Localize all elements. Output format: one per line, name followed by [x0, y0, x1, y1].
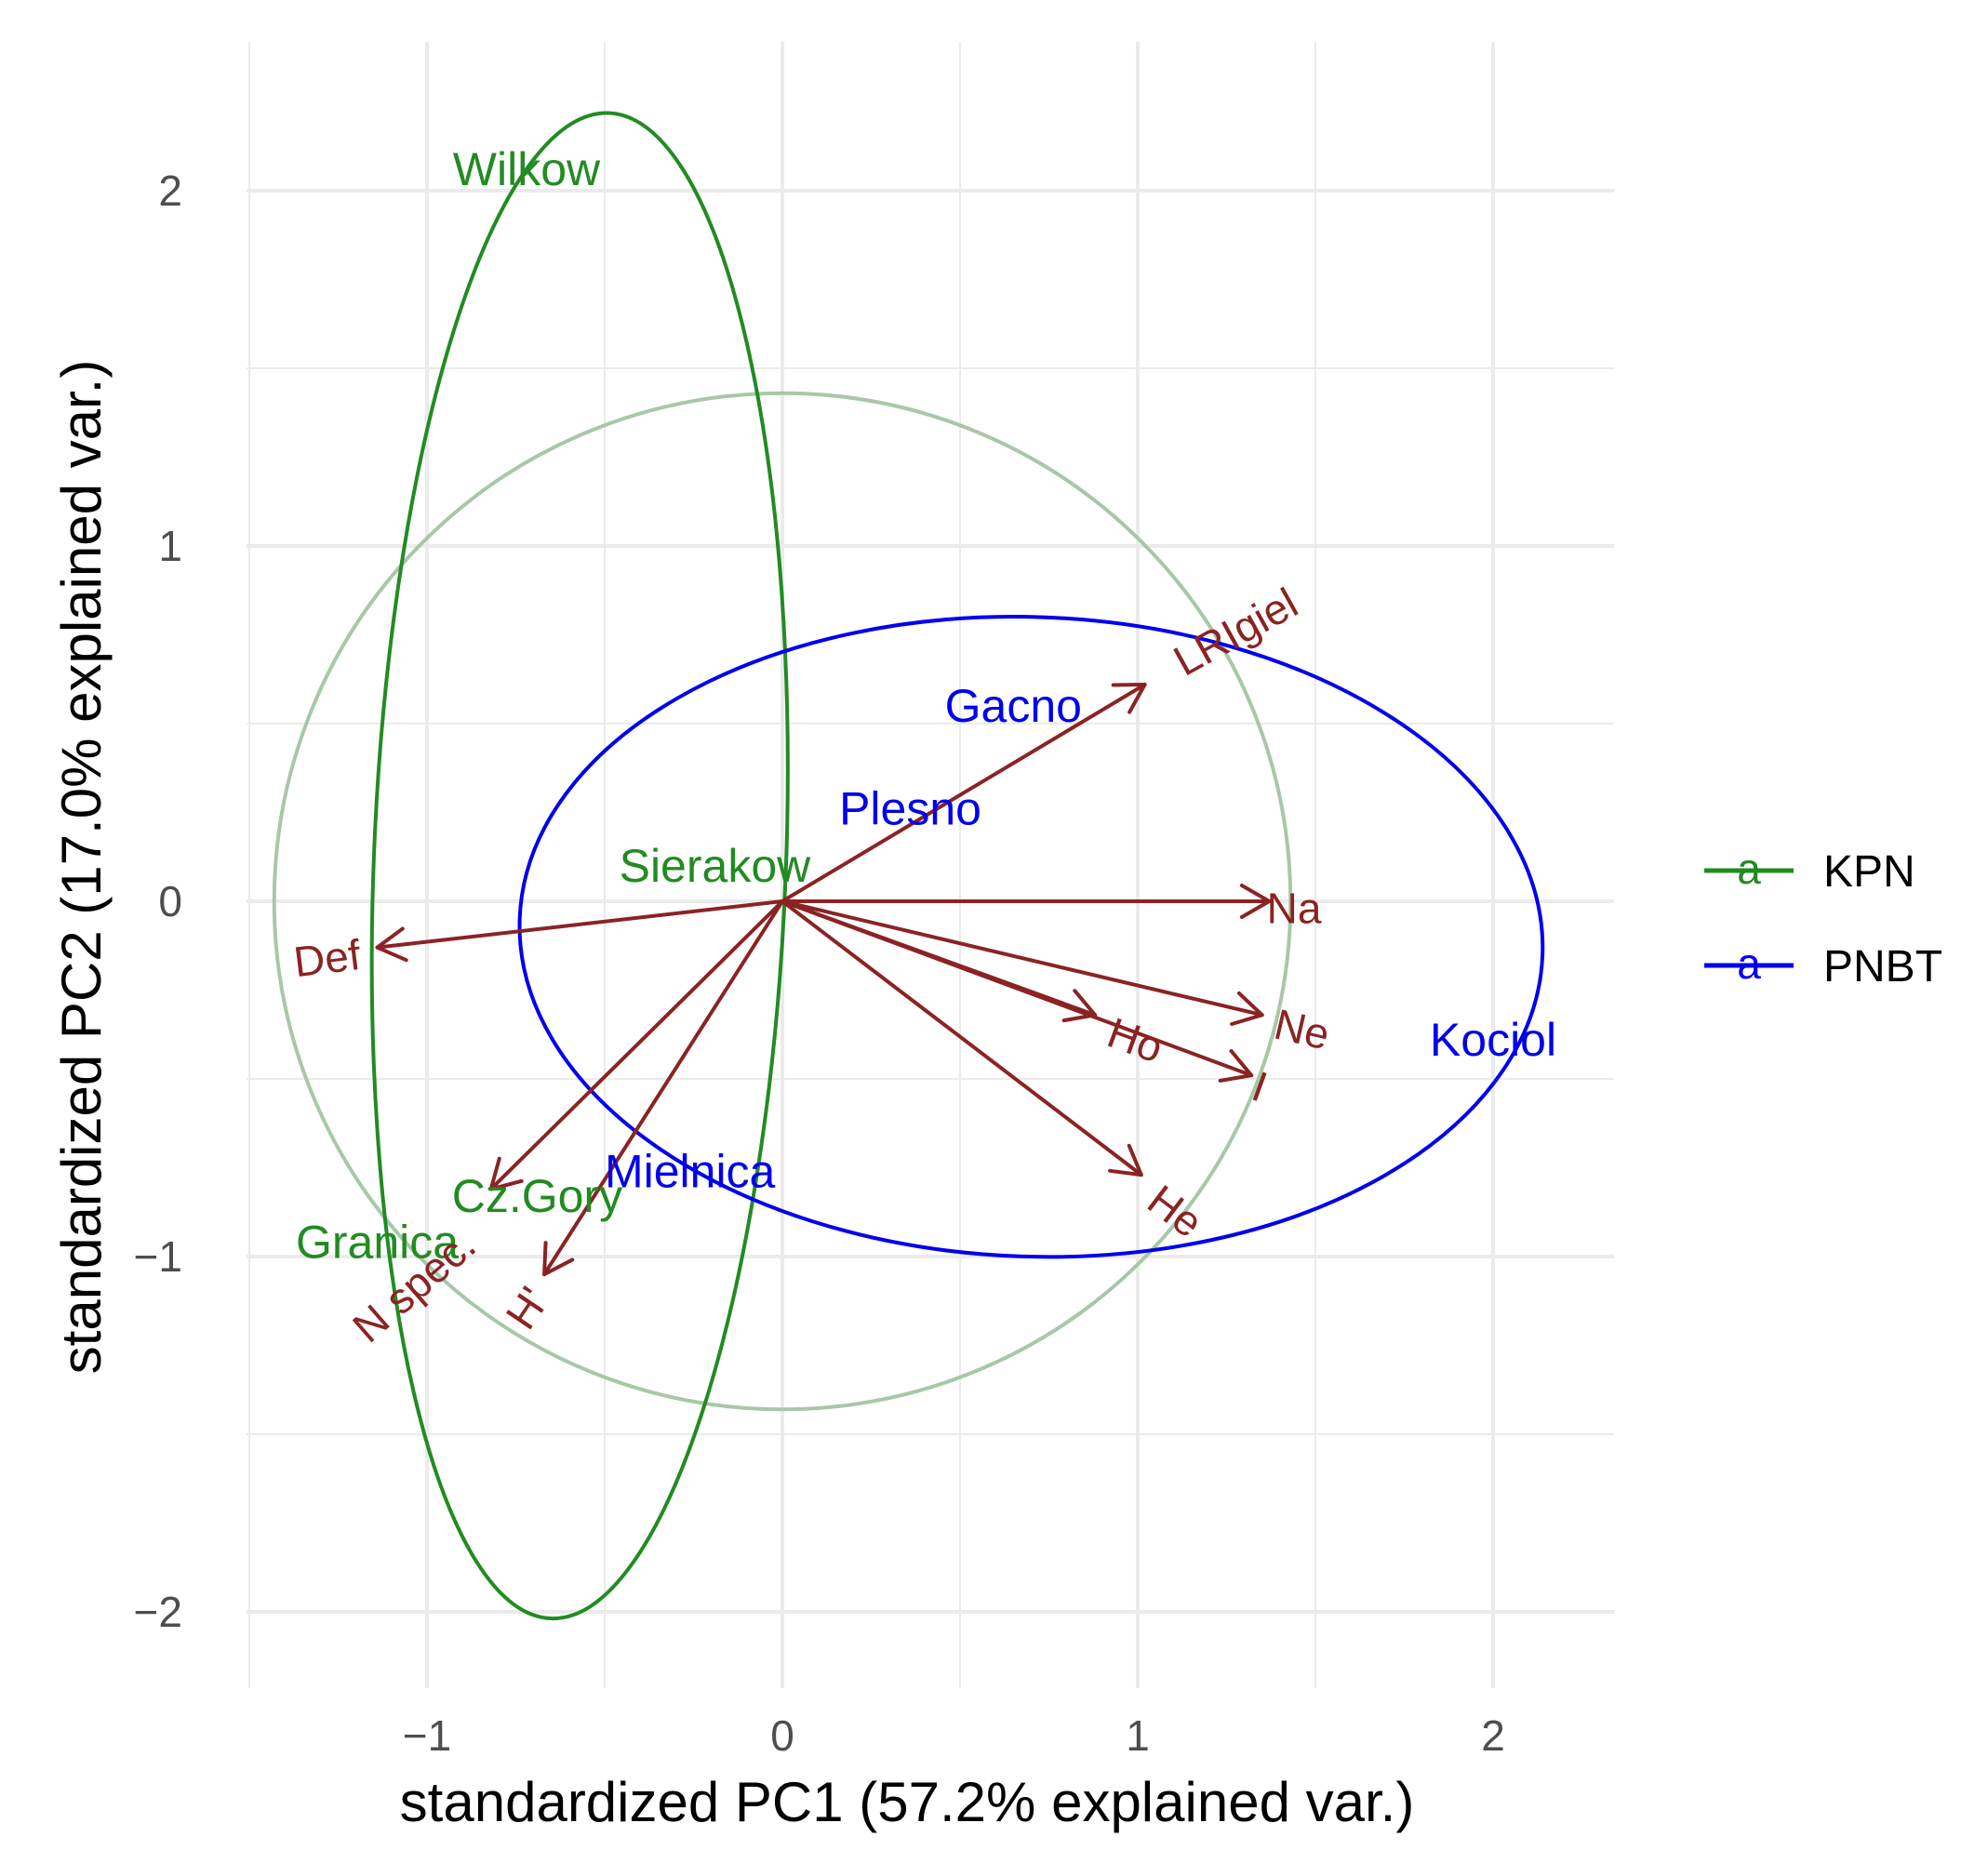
group-ellipse-layer: [369, 111, 1545, 1621]
arrow-shaft-he: [781, 899, 1143, 1178]
y-tick-label: −2: [134, 1588, 182, 1636]
arrow-head: [1218, 1048, 1254, 1083]
point-label-kpn: Sierakow: [620, 840, 812, 892]
x-tick-label: −1: [403, 1711, 451, 1760]
arrow-shaft-i: [781, 899, 1254, 1078]
arrow-head: [542, 1241, 575, 1277]
variable-label: Ho: [1101, 1008, 1169, 1072]
arrow-head: [488, 1156, 524, 1191]
variable-label: Ne: [1270, 1000, 1334, 1059]
ellipse-kpn: [369, 111, 790, 1621]
arrow-head: [1239, 884, 1272, 919]
x-axis-title: standardized PC1 (57.2% explained var.): [400, 1771, 1415, 1833]
arrow-shaft-ne: [781, 899, 1264, 1018]
axis-tick-labels: −1 0 1 2 −2 −1 0 1 2: [134, 166, 1505, 1760]
x-tick-label: 2: [1481, 1711, 1505, 1760]
arrow-head: [375, 926, 408, 963]
legend-key-glyph: a: [1737, 939, 1761, 988]
point-label-pnbt: Mielnica: [605, 1145, 776, 1197]
point-label-pnbt: Plesno: [839, 783, 981, 835]
variable-arrow-layer: [375, 682, 1272, 1277]
arrow-shaft-def: [375, 899, 784, 950]
point-label-pnbt: Kociol: [1430, 1014, 1556, 1066]
grid-major-lines: [247, 42, 1614, 1688]
y-tick-label: −1: [134, 1232, 182, 1281]
legend-key-glyph: a: [1737, 845, 1761, 893]
y-tick-label: 1: [158, 522, 182, 570]
point-label-kpn: Granica: [296, 1217, 459, 1269]
y-tick-label: 2: [158, 166, 182, 215]
correlation-circle-layer: [272, 391, 1293, 1412]
y-tick-label: 0: [158, 877, 182, 925]
point-label-kpn: Cz.Gory: [452, 1170, 622, 1222]
arrow-head: [1230, 991, 1264, 1026]
point-label-kpn: Wilkow: [453, 143, 601, 195]
variable-label: He: [1139, 1176, 1211, 1247]
variable-label: Def: [291, 930, 364, 986]
variable-label: I: [1246, 1061, 1274, 1111]
arrow-head: [1108, 1143, 1143, 1178]
legend-entry-label: PNBT: [1823, 942, 1942, 991]
arrow-shaft-h: [542, 899, 784, 1277]
grid-minor-lines: [247, 42, 1614, 1688]
correlation-circle: [272, 391, 1293, 1412]
legend: a KPN a PNBT: [1704, 845, 1942, 991]
arrow-head: [1111, 682, 1147, 714]
legend-entry-label: KPN: [1823, 847, 1915, 897]
arrow-head: [1061, 989, 1098, 1023]
variable-label: Na: [1267, 885, 1322, 933]
x-tick-label: 1: [1126, 1711, 1150, 1760]
point-label-pnbt: Gacno: [945, 680, 1082, 732]
ellipse-pnbt: [517, 615, 1545, 1259]
arrow-shaft-lrigiel: [781, 682, 1147, 903]
x-tick-label: 0: [770, 1711, 794, 1760]
arrow-shaft-nspec: [488, 899, 784, 1191]
y-axis-title: standardized PC2 (17.0% explained var.): [50, 360, 113, 1375]
